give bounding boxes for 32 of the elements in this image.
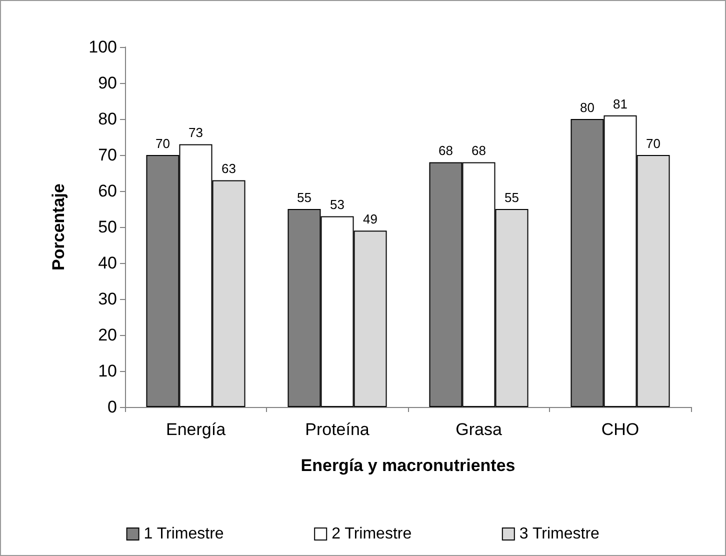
x-axis-title: Energía y macronutrientes: [300, 456, 516, 475]
y-tick-label: 0: [108, 398, 117, 416]
data-label: 70: [156, 136, 170, 151]
data-label: 55: [504, 190, 519, 205]
y-tick-label: 50: [98, 218, 117, 236]
legend-label: 1 Trimestre: [144, 526, 224, 542]
legend-label: 2 Trimestre: [332, 526, 412, 542]
data-label: 70: [646, 136, 660, 151]
data-label: 68: [438, 143, 453, 158]
x-tick-label: Energía: [166, 420, 226, 439]
data-label: 80: [580, 100, 594, 115]
legend-label: 3 Trimestre: [519, 526, 600, 542]
x-tick-label: Grasa: [456, 420, 502, 439]
data-label: 55: [297, 190, 312, 205]
y-axis-title: Porcentaje: [49, 184, 68, 270]
y-tick-label: 30: [98, 290, 117, 308]
data-label: 81: [613, 96, 628, 112]
y-tick-label: 60: [98, 182, 117, 200]
y-tick-label: 10: [98, 362, 117, 380]
y-tick-label: 20: [98, 326, 117, 344]
data-label: 63: [222, 161, 236, 176]
data-label: 68: [472, 143, 486, 158]
y-tick-label: 80: [98, 110, 117, 128]
data-label: 73: [188, 125, 203, 140]
y-tick-label: 100: [88, 38, 117, 56]
y-tick-label: 70: [98, 146, 117, 164]
y-tick-label: 90: [98, 74, 117, 92]
x-tick-label: CHO: [601, 420, 640, 439]
x-tick-label: Proteína: [305, 420, 370, 439]
data-label: 49: [363, 212, 378, 227]
data-label: 53: [330, 197, 344, 212]
y-tick-label: 40: [98, 254, 117, 272]
